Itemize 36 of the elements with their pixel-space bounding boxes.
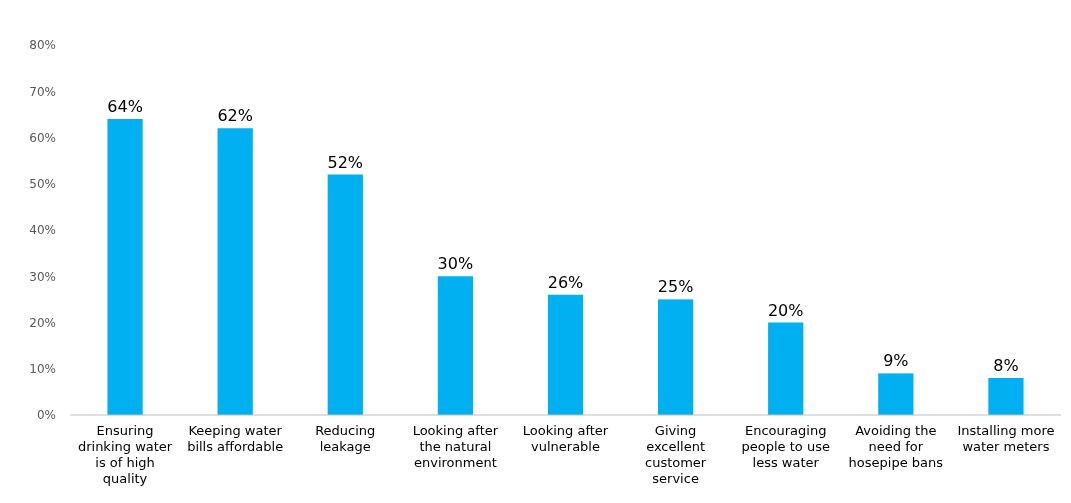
bar bbox=[768, 322, 804, 415]
y-tick-label: 60% bbox=[29, 130, 56, 145]
data-label: 52% bbox=[327, 152, 364, 172]
bar bbox=[657, 299, 694, 415]
x-tick-label: Looking after vulnerable bbox=[522, 423, 609, 454]
x-tick-label: Reducing leakage bbox=[315, 423, 376, 454]
y-tick-label: 20% bbox=[29, 315, 56, 330]
data-label: 62% bbox=[217, 106, 253, 126]
x-tick-label: Encouraging people to use less water bbox=[741, 423, 830, 470]
y-tick-label: 10% bbox=[29, 362, 56, 377]
y-tick-label: 50% bbox=[29, 177, 56, 192]
y-tick-label: 30% bbox=[29, 269, 56, 284]
data-label: 8% bbox=[993, 356, 1019, 375]
bar bbox=[327, 174, 363, 415]
data-label: 25% bbox=[657, 277, 694, 297]
bar bbox=[988, 378, 1024, 415]
x-tick-label: Looking after the natural environment bbox=[412, 423, 499, 470]
data-label: 26% bbox=[547, 272, 584, 292]
x-tick-label: Ensuring drinking water is of high quality bbox=[77, 423, 173, 486]
x-tick-label: Installing more water meters bbox=[957, 423, 1055, 454]
y-tick-label: 0% bbox=[36, 408, 56, 423]
y-tick-label: 80% bbox=[29, 38, 56, 53]
x-tick-label: Keeping water bills affordable bbox=[187, 423, 284, 454]
bar bbox=[547, 294, 584, 415]
y-tick-label: 70% bbox=[29, 84, 56, 99]
y-tick-label: 40% bbox=[29, 223, 56, 238]
data-label: 9% bbox=[883, 351, 909, 371]
data-label: 64% bbox=[107, 97, 143, 116]
bar bbox=[878, 373, 914, 415]
x-tick-label: Giving excellent customer service bbox=[645, 423, 707, 486]
data-label: 30% bbox=[437, 254, 474, 274]
x-tick-label: Avoiding the need for hosepipe bans bbox=[848, 423, 944, 470]
bar bbox=[217, 128, 253, 415]
bar bbox=[437, 276, 474, 415]
data-label: 20% bbox=[767, 300, 804, 320]
bar bbox=[107, 119, 143, 415]
